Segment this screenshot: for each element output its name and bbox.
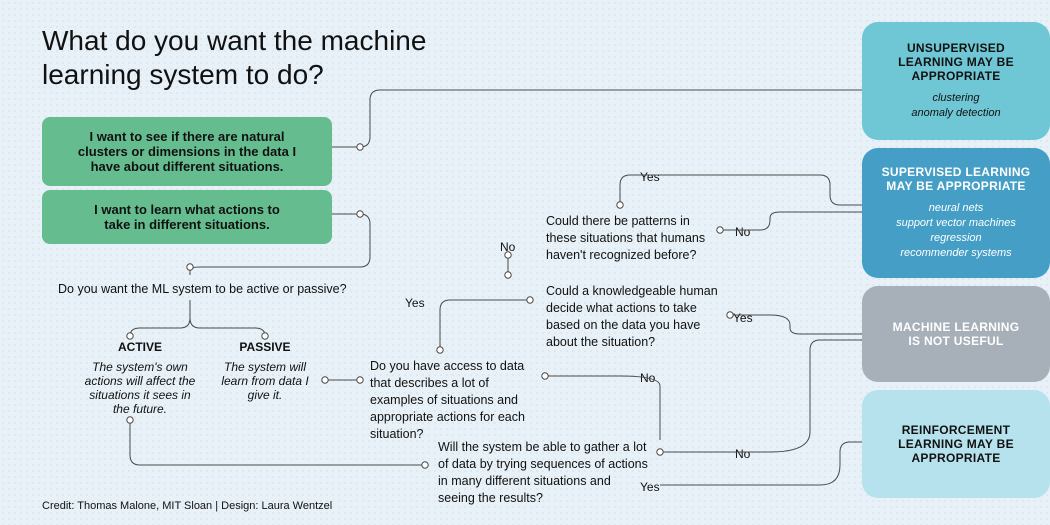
- result-notuseful: MACHINE LEARNINGIS NOT USEFUL: [862, 286, 1050, 382]
- title-line2: learning system to do?: [42, 59, 324, 90]
- col-active-heading: ACTIVE: [80, 340, 200, 354]
- q-gather: Will the system be able to gather a lot …: [438, 439, 648, 507]
- choice-actions-text: I want to learn what actions totake in d…: [94, 202, 280, 232]
- choice-actions: I want to learn what actions totake in d…: [42, 190, 332, 244]
- title-line1: What do you want the machine: [42, 25, 426, 56]
- credit: Credit: Thomas Malone, MIT Sloan | Desig…: [42, 500, 332, 512]
- q-human-decide: Could a knowledgeable human decide what …: [546, 283, 726, 351]
- result-reinforcement-heading: REINFORCEMENT LEARNING MAY BE APPROPRIAT…: [874, 423, 1038, 465]
- col-passive-body: The system will learn from data I give i…: [210, 360, 320, 402]
- result-unsupervised: UNSUPERVISED LEARNING MAY BE APPROPRIATE…: [862, 22, 1050, 140]
- page-title: What do you want the machine learning sy…: [42, 24, 426, 91]
- lbl-yes-4: Yes: [640, 480, 660, 494]
- choice-clusters: I want to see if there are naturalcluste…: [42, 117, 332, 186]
- lbl-no-1: No: [735, 225, 750, 239]
- result-unsupervised-sub: clusteringanomaly detection: [874, 91, 1038, 121]
- choice-clusters-text: I want to see if there are naturalcluste…: [78, 129, 296, 174]
- result-reinforcement: REINFORCEMENT LEARNING MAY BE APPROPRIAT…: [862, 390, 1050, 498]
- result-supervised-sub: neural netssupport vector machinesregres…: [874, 201, 1038, 260]
- result-unsupervised-heading: UNSUPERVISED LEARNING MAY BE APPROPRIATE: [874, 41, 1038, 83]
- col-passive: PASSIVE The system will learn from data …: [210, 340, 320, 402]
- lbl-no-3: No: [640, 371, 655, 385]
- lbl-yes-2: Yes: [405, 296, 425, 310]
- lbl-yes-1: Yes: [640, 170, 660, 184]
- result-supervised-heading: SUPERVISED LEARNING MAY BE APPROPRIATE: [874, 165, 1038, 193]
- lbl-yes-3: Yes: [733, 311, 753, 325]
- q-active-passive: Do you want the ML system to be active o…: [58, 281, 378, 298]
- result-supervised: SUPERVISED LEARNING MAY BE APPROPRIATE n…: [862, 148, 1050, 278]
- lbl-no-4: No: [735, 447, 750, 461]
- q-patterns: Could there be patterns in these situati…: [546, 213, 716, 264]
- q-data-access: Do you have access to data that describe…: [370, 358, 540, 442]
- col-passive-heading: PASSIVE: [210, 340, 320, 354]
- col-active-body: The system's own actions will affect the…: [80, 360, 200, 416]
- col-active: ACTIVE The system's own actions will aff…: [80, 340, 200, 416]
- lbl-no-2: No: [500, 240, 515, 254]
- result-notuseful-heading: MACHINE LEARNINGIS NOT USEFUL: [874, 320, 1038, 348]
